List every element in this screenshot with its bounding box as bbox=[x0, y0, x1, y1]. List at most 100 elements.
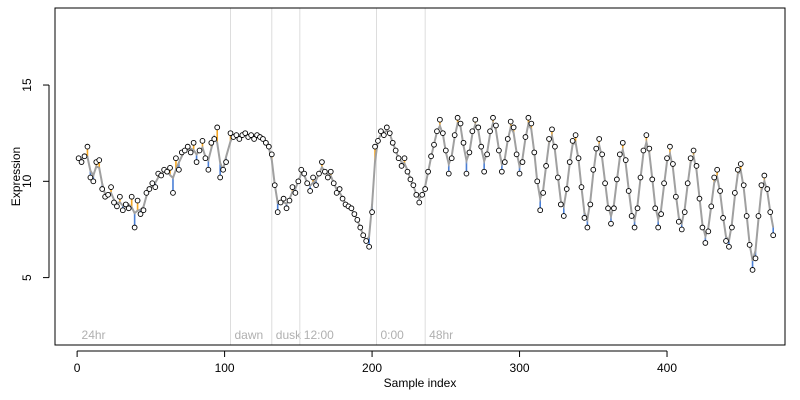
data-point-24 bbox=[146, 186, 153, 192]
data-point-162 bbox=[555, 174, 561, 181]
y-axis-label: Expression bbox=[9, 147, 23, 206]
data-point-78 bbox=[307, 188, 313, 194]
data-point-112 bbox=[407, 176, 414, 183]
data-point-47 bbox=[214, 124, 221, 131]
data-point-209 bbox=[693, 163, 700, 169]
data-point-191 bbox=[640, 147, 647, 154]
data-point-104 bbox=[383, 124, 390, 131]
data-point-157 bbox=[540, 190, 546, 196]
data-point-84 bbox=[324, 174, 331, 181]
data-point-134 bbox=[472, 116, 479, 123]
data-point-143 bbox=[498, 168, 505, 175]
data-point-49 bbox=[220, 166, 226, 173]
data-point-224 bbox=[737, 161, 744, 167]
data-point-42 bbox=[199, 138, 206, 144]
data-point-70 bbox=[283, 205, 290, 212]
data-point-50 bbox=[223, 159, 229, 165]
data-point-193 bbox=[646, 145, 653, 152]
data-point-51 bbox=[227, 130, 234, 137]
data-point-82 bbox=[319, 159, 325, 165]
phase-label-3: 0:00 bbox=[380, 328, 404, 342]
data-point-200 bbox=[667, 143, 673, 150]
data-point-107 bbox=[392, 147, 399, 154]
data-point-148 bbox=[513, 151, 520, 158]
data-point-121 bbox=[434, 128, 440, 135]
data-point-212 bbox=[702, 240, 709, 246]
data-point-41 bbox=[196, 147, 203, 154]
data-point-77 bbox=[304, 180, 311, 187]
data-point-203 bbox=[675, 218, 682, 225]
data-point-151 bbox=[522, 134, 529, 140]
data-point-25 bbox=[149, 180, 156, 187]
data-point-138 bbox=[484, 151, 490, 158]
data-point-201 bbox=[670, 161, 676, 167]
data-point-225 bbox=[740, 182, 747, 189]
data-point-26 bbox=[152, 184, 159, 190]
data-point-152 bbox=[525, 114, 532, 121]
data-point-135 bbox=[475, 124, 482, 131]
data-point-74 bbox=[295, 178, 302, 185]
data-point-180 bbox=[608, 220, 614, 227]
data-point-21 bbox=[137, 211, 144, 217]
data-point-120 bbox=[431, 141, 437, 148]
data-point-113 bbox=[410, 182, 417, 189]
data-point-227 bbox=[746, 242, 753, 248]
data-point-65 bbox=[268, 151, 275, 158]
data-point-208 bbox=[690, 147, 697, 154]
data-point-48 bbox=[217, 174, 224, 181]
data-point-206 bbox=[684, 180, 691, 187]
data-point-12 bbox=[111, 199, 117, 206]
data-point-32 bbox=[170, 190, 176, 196]
data-point-130 bbox=[460, 139, 467, 146]
data-point-66 bbox=[271, 182, 278, 189]
data-point-173 bbox=[587, 201, 594, 208]
data-point-69 bbox=[280, 195, 287, 202]
data-point-229 bbox=[752, 255, 759, 262]
data-point-87 bbox=[333, 190, 340, 196]
data-point-153 bbox=[528, 120, 535, 127]
data-point-34 bbox=[176, 166, 182, 173]
data-point-115 bbox=[416, 199, 423, 206]
data-point-169 bbox=[575, 155, 582, 162]
data-point-100 bbox=[372, 143, 378, 150]
data-point-189 bbox=[634, 205, 641, 212]
data-point-30 bbox=[164, 168, 170, 175]
data-point-181 bbox=[611, 205, 617, 212]
data-point-114 bbox=[413, 191, 420, 198]
data-point-171 bbox=[581, 215, 588, 221]
data-point-192 bbox=[643, 132, 650, 138]
data-point-102 bbox=[378, 128, 384, 135]
data-point-14 bbox=[117, 193, 123, 200]
data-point-46 bbox=[211, 136, 218, 142]
data-point-207 bbox=[687, 155, 694, 162]
data-point-183 bbox=[616, 151, 623, 158]
data-point-166 bbox=[566, 159, 573, 165]
data-point-20 bbox=[134, 197, 141, 204]
data-point-223 bbox=[734, 166, 741, 173]
data-point-177 bbox=[599, 151, 605, 158]
data-point-17 bbox=[125, 205, 132, 212]
data-point-18 bbox=[128, 193, 135, 200]
data-point-7 bbox=[96, 157, 103, 163]
phase-label-4: 48hr bbox=[429, 328, 453, 342]
data-point-95 bbox=[357, 224, 364, 231]
data-point-23 bbox=[143, 190, 150, 196]
data-point-139 bbox=[487, 128, 493, 135]
data-point-56 bbox=[242, 130, 249, 137]
data-point-63 bbox=[263, 139, 269, 146]
phase-label-24hr: 24hr bbox=[82, 328, 106, 342]
data-point-28 bbox=[158, 172, 165, 179]
data-point-75 bbox=[298, 166, 305, 173]
data-point-142 bbox=[496, 147, 502, 154]
data-point-62 bbox=[260, 136, 266, 142]
data-point-88 bbox=[336, 186, 343, 192]
data-point-15 bbox=[119, 207, 126, 214]
data-point-146 bbox=[507, 118, 514, 125]
x-axis-label: Sample index bbox=[384, 376, 457, 390]
data-point-39 bbox=[190, 139, 197, 146]
data-point-129 bbox=[457, 120, 464, 127]
data-point-133 bbox=[469, 128, 476, 135]
data-point-221 bbox=[729, 224, 735, 231]
x-tick-label-4: 400 bbox=[657, 361, 677, 375]
data-point-40 bbox=[193, 159, 200, 165]
